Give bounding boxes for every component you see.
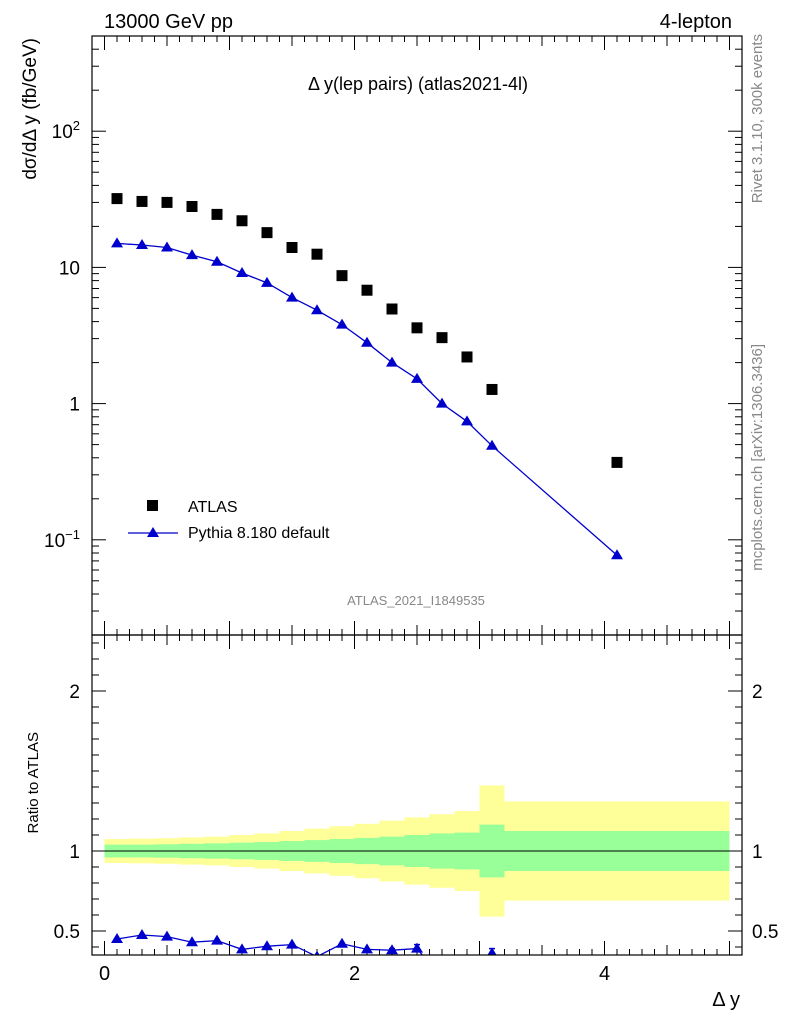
energy-label: 13000 GeV pp xyxy=(104,11,233,33)
tick-labels: 0 2 4 10−1 1 10 102 0.5 0.5 1 1 2 2 xyxy=(44,118,778,985)
ratio-point xyxy=(314,950,320,955)
legend-marker-atlas xyxy=(147,500,158,511)
legend: ATLAS Pythia 8.180 default xyxy=(128,499,330,542)
ratio-y-tick-label-right: 0.5 xyxy=(752,922,778,943)
ratio-y-tick-label-right: 2 xyxy=(752,682,763,703)
atlas-point xyxy=(161,196,173,208)
atlas-point xyxy=(136,195,148,207)
ratio-point xyxy=(386,944,398,955)
ratio-point xyxy=(111,933,123,943)
atlas-point xyxy=(211,208,223,220)
atlas-point xyxy=(111,193,123,205)
ratio-line xyxy=(116,934,424,955)
process-label: 4-lepton xyxy=(660,11,732,33)
pythia-point xyxy=(411,372,423,383)
ratio-point xyxy=(461,973,473,983)
plot-title: Δ y(lep pairs) (atlas2021-4l) xyxy=(308,74,528,94)
ratio-y-axis-label: Ratio to ATLAS xyxy=(25,732,42,833)
atlas-point xyxy=(386,303,398,315)
main-y-axis-label: dσ/dΔ y (fb/GeV) xyxy=(20,38,41,180)
y-tick-label: 1 xyxy=(69,395,80,416)
pythia-point xyxy=(386,356,398,367)
ratio-y-tick-label-left: 1 xyxy=(69,842,80,863)
main-plot-marks xyxy=(111,193,623,560)
pythia-point xyxy=(486,439,498,450)
atlas-point xyxy=(611,456,623,468)
atlas-point xyxy=(486,383,498,395)
pythia-point xyxy=(461,415,473,426)
atlas-point xyxy=(186,200,198,212)
ratio-point xyxy=(211,934,223,945)
rivet-version-label: Rivet 3.1.10, 300k events xyxy=(749,34,766,203)
pythia-point xyxy=(261,276,273,287)
atlas-point xyxy=(411,322,423,334)
ratio-point xyxy=(236,943,248,954)
ratio-plot-marks xyxy=(111,929,623,983)
x-tick-label: 2 xyxy=(349,963,360,985)
ratio-point xyxy=(361,943,373,954)
pythia-point xyxy=(236,266,248,277)
legend-label-atlas: ATLAS xyxy=(188,499,238,516)
atlas-point xyxy=(311,248,323,260)
x-tick-label: 0 xyxy=(99,963,110,985)
atlas-point xyxy=(361,284,373,296)
ratio-y-tick-label-right: 1 xyxy=(752,842,763,863)
atlas-point xyxy=(336,270,348,282)
y-tick-label: 10 xyxy=(59,258,80,279)
x-axis-label: Δ y xyxy=(712,989,740,1011)
atlas-point xyxy=(286,241,298,253)
ratio-point xyxy=(611,973,623,983)
pythia-point xyxy=(361,336,373,347)
ratio-point xyxy=(411,942,423,953)
mcplots-site-label: mcplots.cern.ch [arXiv:1306.3436] xyxy=(749,344,766,571)
x-tick-label: 4 xyxy=(599,963,610,985)
ratio-plot-frame xyxy=(91,634,743,956)
main-axis-ticks xyxy=(91,35,743,636)
pythia-point xyxy=(161,241,173,252)
ratio-point xyxy=(436,973,448,983)
y-tick-label: 102 xyxy=(52,118,80,143)
pythia-point xyxy=(186,249,198,260)
pythia-point xyxy=(286,291,298,302)
ratio-point xyxy=(286,938,298,949)
pythia-point xyxy=(136,239,148,250)
ratio-point xyxy=(261,940,273,951)
analysis-label: ATLAS_2021_I1849535 xyxy=(347,593,485,608)
atlas-point xyxy=(461,351,473,363)
ratio-point xyxy=(186,936,198,947)
atlas-point xyxy=(436,332,448,344)
pythia-point xyxy=(211,255,223,266)
pythia-point xyxy=(311,304,323,315)
ratio-point xyxy=(161,930,173,941)
ratio-point xyxy=(136,929,148,939)
ratio-point xyxy=(336,937,348,948)
pythia-point xyxy=(336,318,348,329)
ratio-point xyxy=(487,947,497,955)
ratio-y-tick-label-left: 2 xyxy=(69,682,80,703)
ratio-axis-ticks xyxy=(91,635,743,955)
pythia-point xyxy=(111,237,123,248)
atlas-point xyxy=(236,215,248,227)
legend-marker-pythia xyxy=(147,527,159,537)
y-tick-label: 10−1 xyxy=(44,527,80,552)
pythia-point xyxy=(611,549,623,560)
ratio-y-tick-label-left: 0.5 xyxy=(54,922,80,943)
ratio-uncertainty-bands xyxy=(92,785,742,917)
legend-label-pythia: Pythia 8.180 default xyxy=(188,525,330,542)
pythia-point xyxy=(436,397,448,408)
atlas-point xyxy=(261,227,273,239)
main-plot-frame xyxy=(91,35,743,636)
